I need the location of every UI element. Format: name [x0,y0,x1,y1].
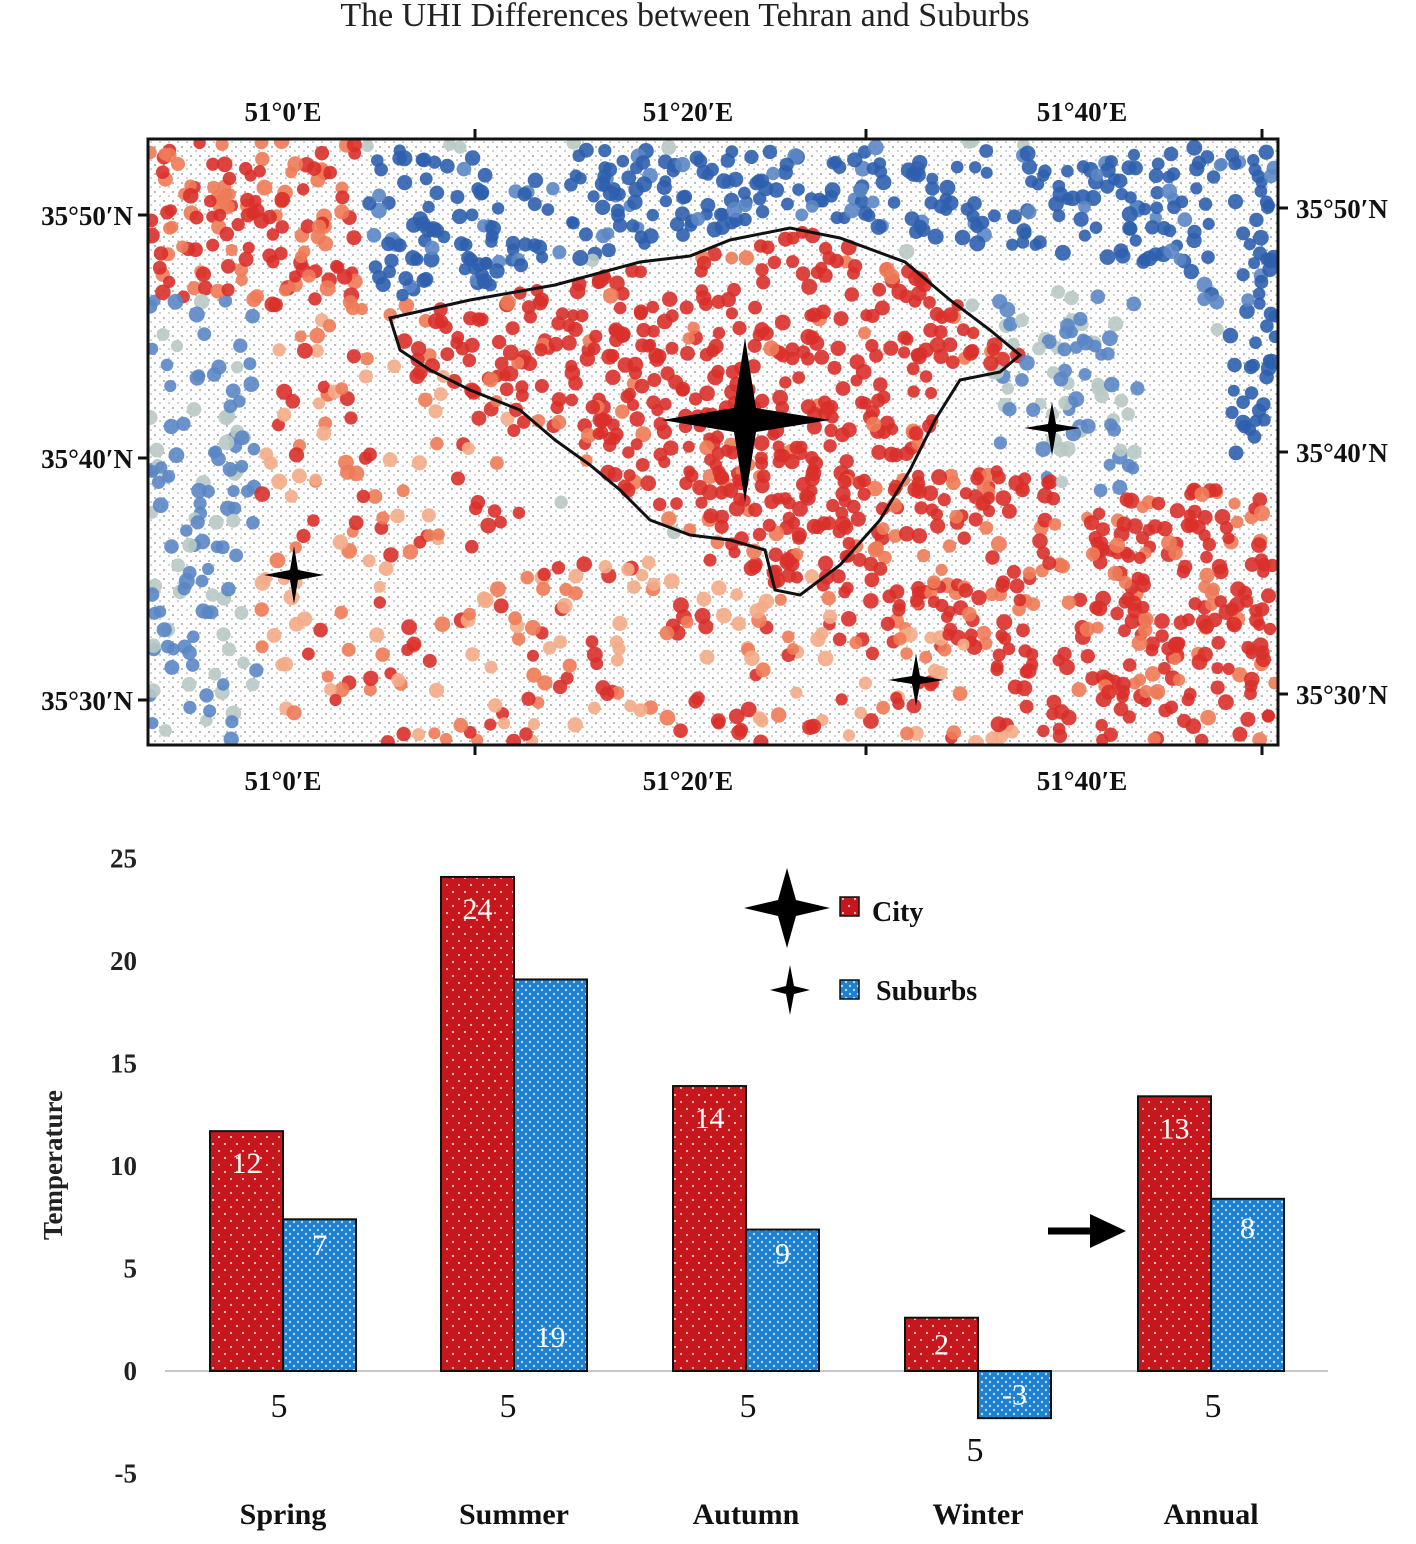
category-label: Autumn [693,1498,800,1531]
latitude-label-right: 35°40′N [1296,438,1388,468]
map-frame [146,137,1280,747]
y-tick-label: 5 [124,1254,138,1284]
map-panel: 51°0′E 51°20′E 51°40′E 51°0′E 51°20′E 51… [41,97,1388,796]
bar-value-label: -3 [1002,1379,1027,1412]
longitude-label-top: 51°20′E [643,97,733,127]
below-bar-tag: 5 [967,1432,984,1469]
bar-city-autumn [672,1085,747,1373]
category-label: Summer [459,1498,569,1531]
below-bar-tag: 5 [1205,1388,1222,1425]
legend-label-suburbs: Suburbs [876,976,977,1007]
bar-chart: Temperature 25 20 15 10 5 0 -5 12 7 24 19 14 9 2 -3 13… [38,844,1328,1531]
below-bar-tag: 5 [271,1388,288,1425]
tehran-city-boundary [388,226,1023,597]
y-axis-ticks: 25 20 15 10 5 0 -5 [110,844,137,1489]
latitude-label-right: 35°50′N [1296,194,1388,224]
bar-suburbs-annual [1210,1197,1285,1373]
map-ticks [138,129,1288,755]
latitude-label-left: 35°40′N [41,444,133,474]
latitude-label-left: 35°30′N [41,686,133,716]
figure-title: The UHI Differences between Tehran and S… [340,0,1029,34]
bar-suburbs-winter [977,1370,1052,1420]
below-bar-tag: 5 [740,1388,757,1425]
longitude-label-bottom: 51°20′E [643,766,733,796]
y-tick-label: 0 [124,1356,138,1386]
below-bar-tag: 5 [500,1388,517,1425]
bars: 12 7 24 19 14 9 2 -3 13 8 [209,875,1285,1420]
suburb-star-icon [1024,402,1080,456]
bar-suburbs-spring [282,1218,357,1373]
bar-suburbs-autumn [745,1228,820,1373]
category-label: Annual [1163,1498,1258,1531]
longitude-label-top: 51°0′E [245,97,322,127]
y-tick-label: 15 [110,1049,137,1079]
longitude-label-top: 51°40′E [1037,97,1127,127]
legend-swatch-suburbs [839,979,860,1000]
longitude-label-bottom: 51°40′E [1037,766,1127,796]
category-label: Spring [240,1498,327,1531]
bar-value-label: 8 [1240,1212,1255,1245]
city-star-icon [662,338,830,502]
y-tick-label: 25 [110,844,137,874]
bar-suburbs-summer [513,978,588,1372]
category-labels: 5 Spring 5 Summer 5 Autumn 5 Winter 5 Annual [240,1388,1259,1531]
bar-value-label: 24 [463,893,493,926]
bar-value-label: 12 [232,1147,262,1180]
y-axis-label: Temperature [38,1090,68,1240]
bar-city-spring [209,1130,284,1373]
bar-value-label: 19 [536,1321,566,1354]
legend-label-city: City [872,897,923,928]
suburb-star-icon [770,965,810,1015]
latitude-label-left: 35°50′N [41,201,133,231]
category-label: Winter [932,1498,1023,1531]
bar-value-label: 13 [1160,1112,1190,1145]
longitude-label-bottom: 51°0′E [245,766,322,796]
y-tick-label: 20 [110,946,137,976]
suburb-star-icon [264,546,324,604]
bar-city-summer [440,875,515,1372]
legend: City Suburbs [744,868,977,1015]
legend-swatch-city [839,896,860,917]
bar-value-label: 2 [934,1328,949,1361]
suburb-star-icon [888,654,944,706]
city-star-icon [744,868,830,948]
bar-value-label: 7 [312,1229,327,1262]
bar-value-label: 9 [775,1238,790,1271]
bar-value-label: 14 [695,1102,725,1135]
y-tick-label: 10 [110,1151,137,1181]
y-tick-label: -5 [115,1459,138,1489]
annual-arrow-icon [1048,1214,1126,1248]
bar-city-winter [904,1316,979,1372]
latitude-label-right: 35°30′N [1296,680,1388,710]
bar-city-annual [1137,1095,1212,1373]
